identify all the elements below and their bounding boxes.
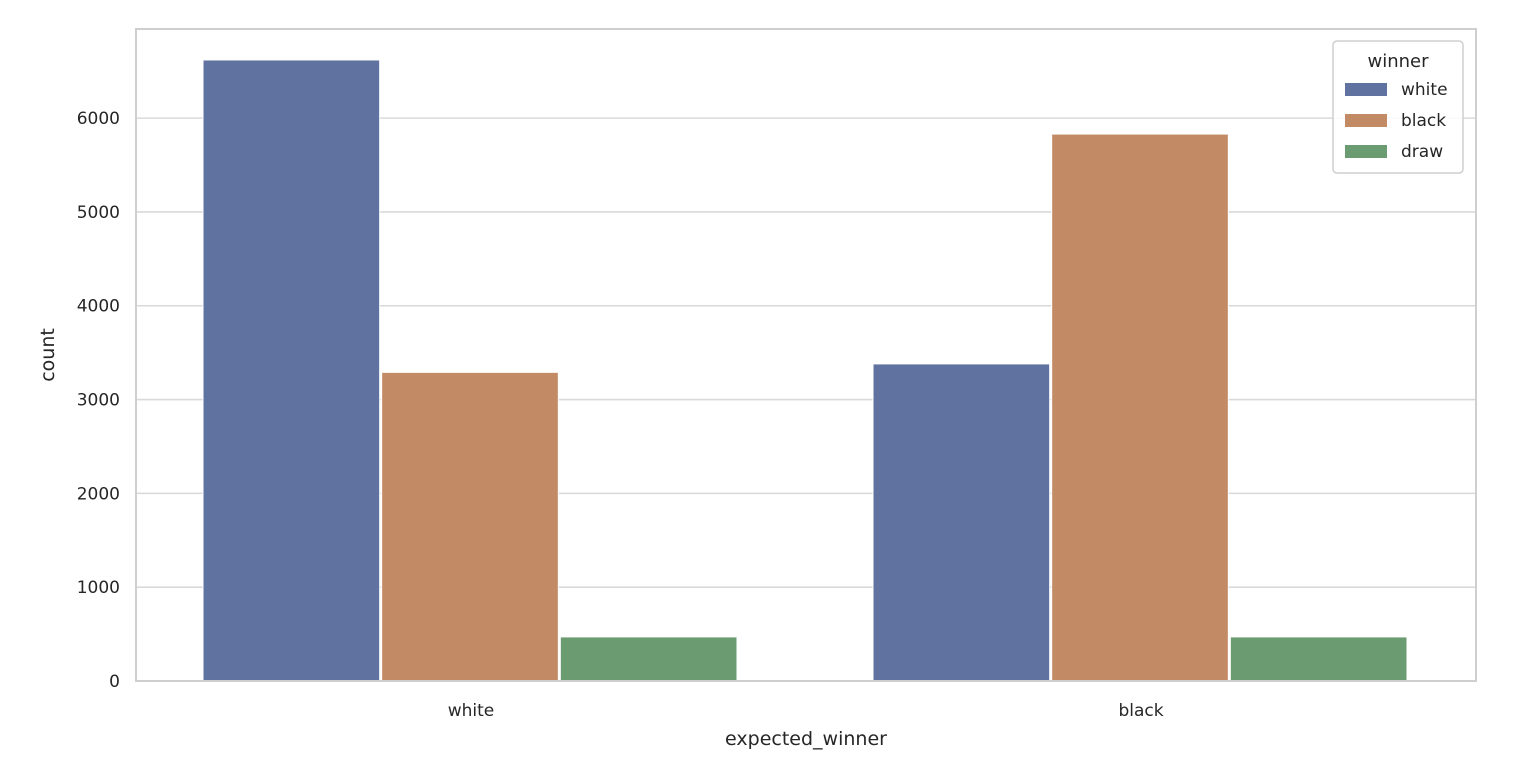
y-tick-label: 2000 — [77, 484, 120, 504]
legend-label-draw: draw — [1401, 142, 1443, 162]
legend-label-black: black — [1401, 111, 1446, 131]
legend-swatch-draw — [1345, 145, 1387, 158]
bars — [202, 59, 1408, 682]
legend: winner white black draw — [1332, 40, 1464, 174]
bar-black-black — [1051, 133, 1229, 682]
bar-black-draw — [1229, 636, 1408, 682]
y-tick-label: 5000 — [77, 203, 120, 223]
x-tick-label: white — [448, 701, 495, 721]
plot-frame — [135, 28, 1477, 682]
legend-label-white: white — [1401, 80, 1448, 100]
legend-box — [1332, 40, 1464, 174]
bar-black-white — [872, 363, 1051, 682]
y-tick-label: 4000 — [77, 297, 120, 317]
x-axis-ticks: white black — [448, 701, 1164, 721]
y-tick-label: 0 — [109, 672, 120, 692]
y-tick-label: 3000 — [77, 391, 120, 411]
y-axis-label: count — [37, 328, 59, 382]
y-axis-ticks: 0 1000 2000 3000 4000 5000 6000 — [77, 109, 120, 692]
bar-white-draw — [559, 636, 738, 682]
bar-white-black — [381, 371, 559, 682]
legend-title: winner — [1367, 51, 1429, 72]
x-axis-label: expected_winner — [725, 728, 887, 750]
x-tick-label: black — [1118, 701, 1163, 721]
y-tick-label: 1000 — [77, 578, 120, 598]
legend-swatch-white — [1345, 83, 1387, 96]
legend-swatch-black — [1345, 114, 1387, 127]
bar-white-white — [202, 59, 381, 682]
y-tick-label: 6000 — [77, 109, 120, 129]
